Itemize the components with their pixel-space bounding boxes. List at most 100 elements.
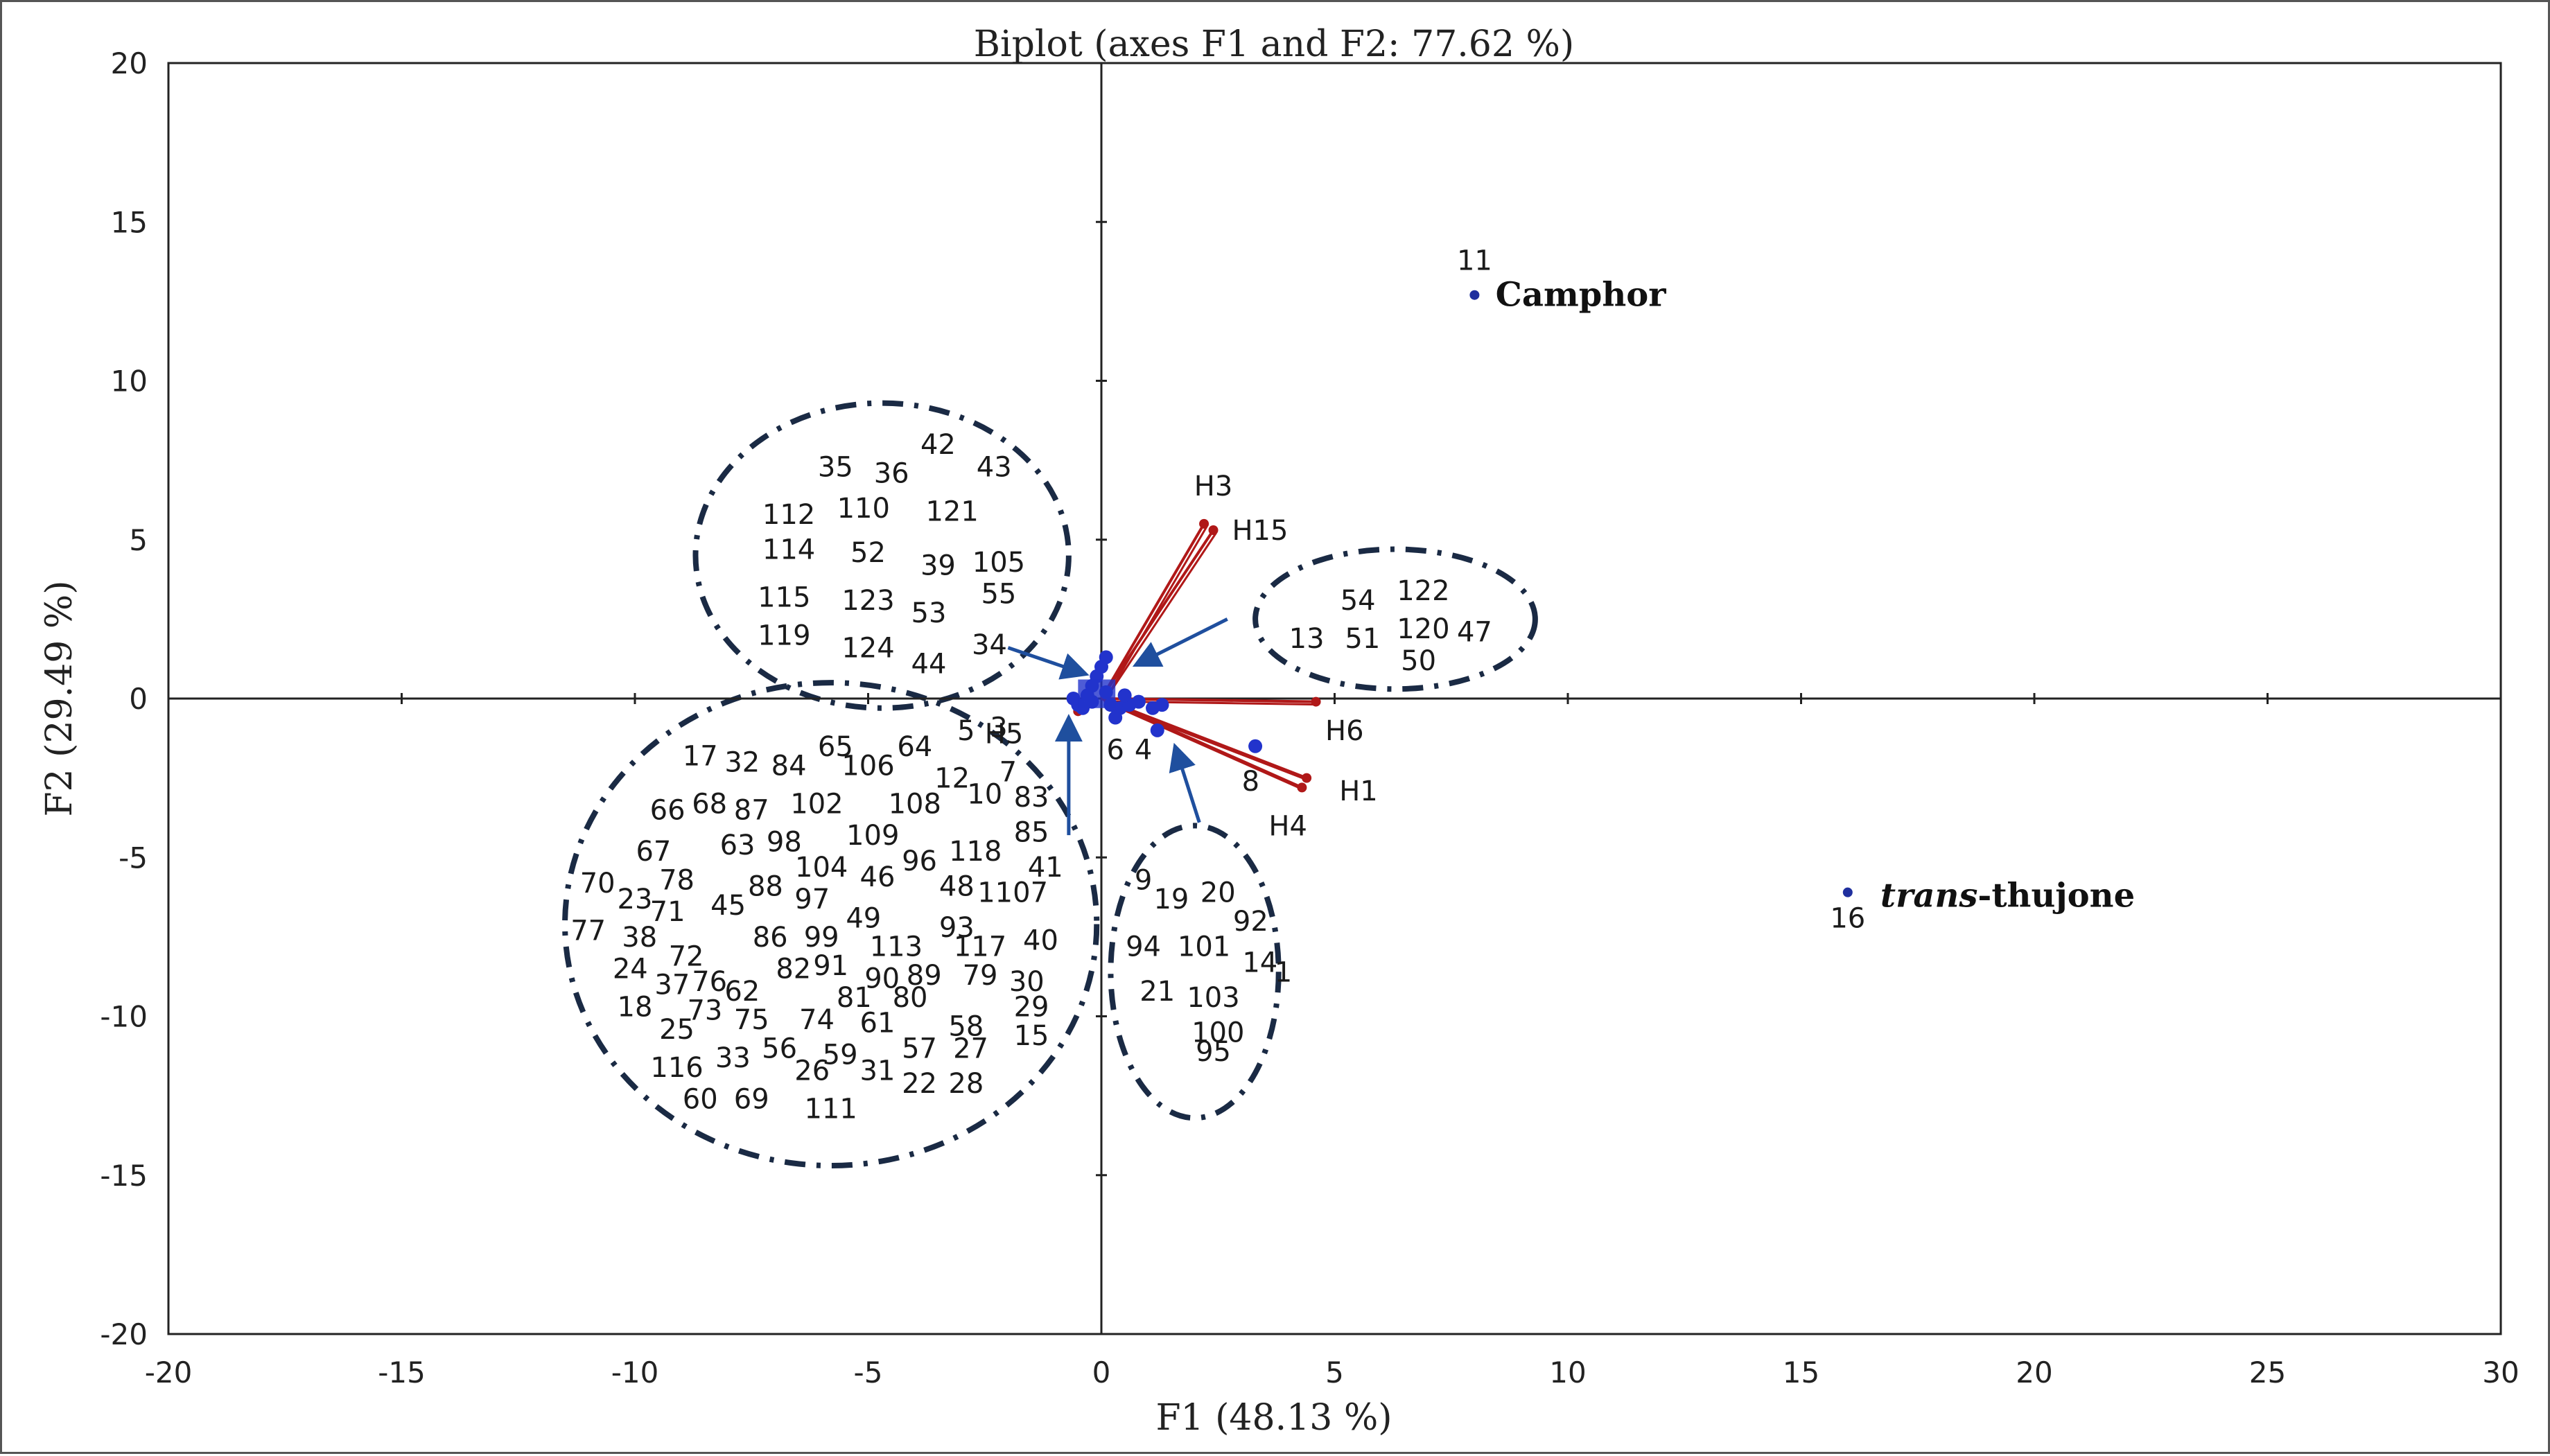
x-tick-label: 15 — [1783, 1356, 1819, 1389]
observation-point — [1117, 688, 1132, 703]
observation-label: 40 — [1023, 924, 1058, 956]
cluster-ellipse — [562, 680, 1100, 1168]
observation-label: 13 — [1289, 623, 1325, 655]
cluster-ellipse — [692, 400, 1072, 711]
observation-label: 52 — [850, 537, 886, 569]
observation-label: 34 — [972, 629, 1007, 661]
named-point-id: 16 — [1830, 902, 1865, 934]
x-tick-label: 25 — [2249, 1356, 2286, 1389]
observation-label: 49 — [846, 902, 881, 934]
observation-label: 103 — [1187, 982, 1239, 1014]
observation-label: 1 — [1275, 956, 1292, 988]
x-tick-label: 30 — [2482, 1356, 2519, 1389]
observation-label: 78 — [659, 864, 695, 896]
observation-label: 58 — [948, 1010, 984, 1042]
variable-vector-edge — [1103, 532, 1217, 702]
variable-point — [1297, 782, 1307, 793]
named-point-label-italic: trans — [1880, 876, 1977, 915]
variable-label: H5 — [985, 718, 1024, 750]
observation-label: 39 — [920, 550, 956, 581]
observation-label: 101 — [1178, 931, 1230, 963]
observation-label: 75 — [734, 1004, 769, 1036]
observation-point — [1131, 694, 1146, 709]
observation-label: 91 — [813, 950, 848, 982]
observation-label: 114 — [762, 534, 815, 566]
observation-label: 115 — [758, 581, 810, 613]
observation-point — [1108, 710, 1123, 725]
observation-label: 72 — [669, 940, 704, 972]
x-tick-label: -5 — [854, 1356, 883, 1389]
variable-point — [1302, 773, 1312, 783]
cluster-ellipses — [562, 400, 1538, 1168]
observation-label: 37 — [654, 970, 690, 1001]
observation-label: 110 — [837, 493, 890, 525]
observation-label: 56 — [762, 1033, 797, 1064]
observation-label: 62 — [724, 976, 760, 1008]
x-tick-label: -10 — [611, 1356, 659, 1389]
observation-label: 81 — [837, 982, 872, 1014]
variable-vector — [1100, 523, 1205, 700]
x-tick-label: -15 — [378, 1356, 426, 1389]
observation-label: 109 — [846, 820, 899, 852]
observation-label: 14 — [1242, 947, 1277, 979]
x-axis-title: F1 (48.13 %) — [1155, 1397, 1392, 1439]
y-tick-label: 0 — [129, 682, 148, 716]
variable-label: H4 — [1268, 810, 1307, 842]
observation-label: 23 — [618, 884, 653, 915]
variable-vectors: H3 H15 H6 H1 H4 H5 — [985, 471, 1378, 843]
observation-label: 35 — [818, 451, 853, 483]
observation-label: 80 — [893, 982, 928, 1014]
observation-label: 17 — [683, 741, 718, 773]
observation-label: 122 — [1397, 575, 1449, 607]
observation-label: 96 — [902, 845, 937, 877]
named-point-id: 11 — [1457, 245, 1492, 277]
observation-label: 50 — [1401, 645, 1436, 677]
observation-label: 87 — [734, 794, 769, 826]
x-tick-label: 20 — [2016, 1356, 2052, 1389]
observation-label: 19 — [1153, 884, 1189, 915]
observation-label: 38 — [622, 922, 657, 954]
observation-label: 112 — [762, 499, 815, 531]
variable-label: H15 — [1232, 515, 1288, 547]
observation-label: 31 — [860, 1055, 896, 1087]
chart-title: Biplot (axes F1 and F2: 77.62 %) — [974, 24, 1574, 65]
variable-point — [1208, 525, 1219, 535]
cluster-arrow — [1007, 646, 1090, 680]
observation-label: 41 — [1028, 852, 1063, 884]
variable-label: H3 — [1194, 471, 1233, 502]
observation-label: 119 — [758, 620, 810, 651]
observation-label: 1107 — [977, 877, 1048, 909]
cluster-ellipse — [1252, 546, 1538, 692]
cluster-arrow — [1132, 617, 1228, 667]
observation-label: 68 — [692, 788, 727, 820]
observation-label: 6 — [1106, 734, 1124, 766]
observation-label: 105 — [972, 547, 1025, 579]
origin-cluster-fill — [1078, 679, 1116, 708]
observation-label: 86 — [753, 922, 788, 954]
observation-label: 95 — [1196, 1036, 1231, 1068]
observation-label: 71 — [650, 896, 685, 928]
observation-label: 36 — [874, 457, 909, 489]
y-axis-title: F2 (29.49 %) — [39, 580, 80, 816]
y-tick-label: -20 — [100, 1317, 148, 1351]
observation-label: 93 — [939, 912, 975, 944]
observation-label: 55 — [981, 579, 1016, 611]
variable-vector — [1101, 697, 1307, 780]
observation-label: 63 — [720, 830, 756, 861]
cluster-arrow — [1169, 742, 1201, 823]
observation-label: 5 — [957, 715, 975, 747]
observation-label: 7 — [999, 756, 1017, 788]
observation-label: 45 — [710, 890, 746, 922]
observation-label: 100 — [1191, 1017, 1244, 1049]
x-tick-label: 0 — [1092, 1356, 1111, 1389]
observation-label: 4 — [1135, 734, 1152, 766]
observation-label: 18 — [618, 992, 653, 1024]
named-point-marker — [1469, 290, 1480, 300]
observation-label: 46 — [860, 861, 896, 893]
observation-label: 65 — [818, 731, 853, 763]
observation-label: 104 — [795, 852, 848, 884]
y-tick-label: -5 — [119, 841, 148, 875]
observation-label: 108 — [889, 788, 941, 820]
